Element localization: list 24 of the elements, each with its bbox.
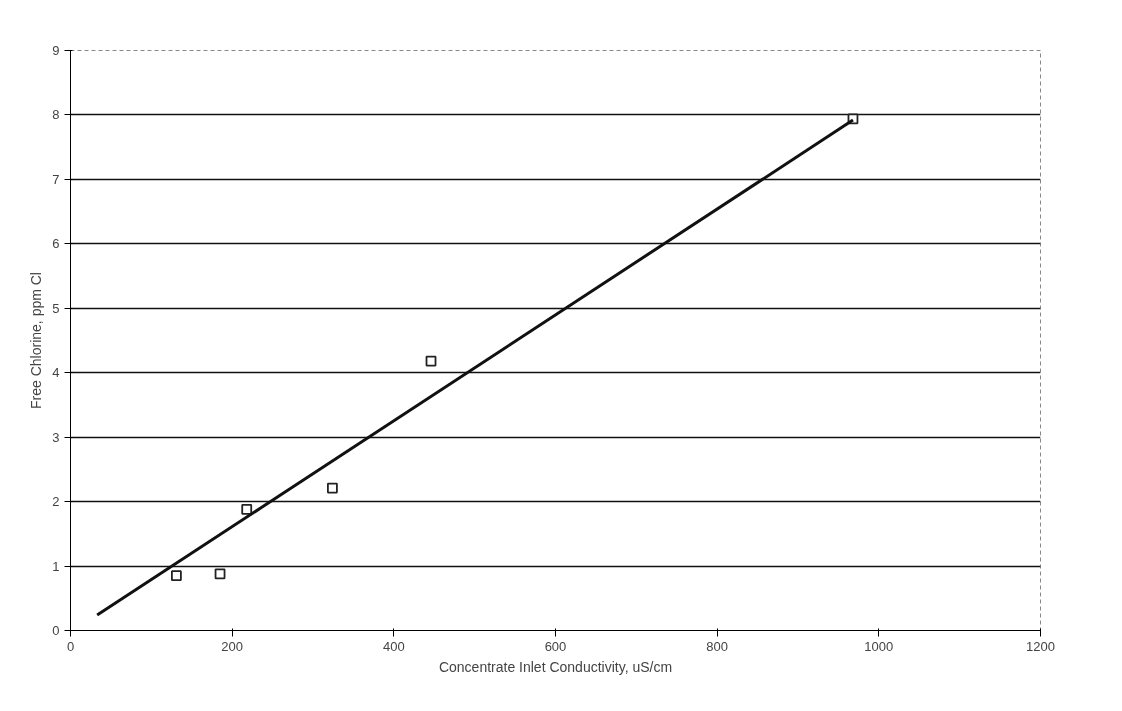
y-tick-label: 9 xyxy=(52,43,60,58)
x-axis-title: Concentrate Inlet Conductivity, uS/cm xyxy=(438,658,673,675)
point xyxy=(425,355,437,367)
point xyxy=(214,568,226,580)
y-tick-label: 8 xyxy=(52,107,60,123)
x-tick-label: 400 xyxy=(382,638,405,654)
y-tick-label: 7 xyxy=(52,171,60,187)
x-tick-label: 600 xyxy=(544,638,567,654)
y-tick-label: 0 xyxy=(52,623,60,638)
x-tick-label: 200 xyxy=(221,638,244,654)
x-tick-label: 1000 xyxy=(864,638,894,654)
x-tick-label: 800 xyxy=(706,638,729,654)
point xyxy=(327,482,338,494)
y-tick-label: 5 xyxy=(52,300,60,316)
y-tick-label: 6 xyxy=(52,236,60,252)
point xyxy=(241,503,253,515)
point xyxy=(170,570,182,582)
y-tick-label: 3 xyxy=(52,429,60,445)
y-tick-label: 1 xyxy=(52,558,60,574)
x-tick-label: 0 xyxy=(66,638,75,654)
y-axis-title: Free Chlorine, ppm Cl xyxy=(28,272,45,409)
y-tick-label: 2 xyxy=(52,494,60,510)
y-tick-label: 4 xyxy=(52,365,60,381)
x-tick-label: 1200 xyxy=(1026,638,1055,654)
